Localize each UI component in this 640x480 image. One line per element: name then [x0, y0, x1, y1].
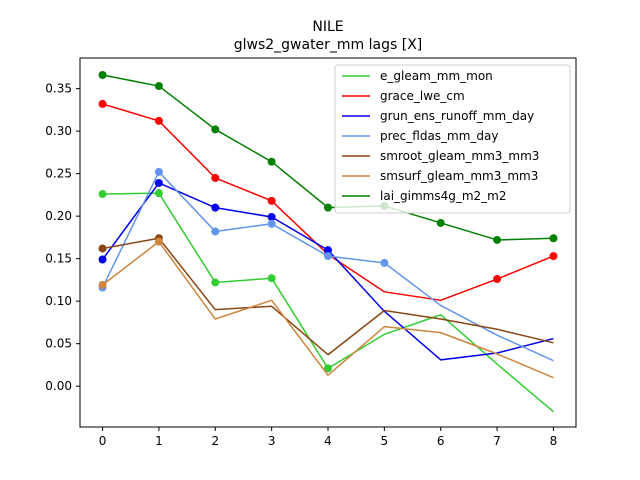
data-point-lai_gimms4g_m2_m2	[267, 157, 276, 166]
y-tick-label: 0.30	[45, 124, 72, 138]
legend-label: prec_fldas_mm_day	[380, 129, 499, 143]
data-point-smroot_gleam_mm3_mm3	[98, 244, 107, 253]
y-tick-label: 0.25	[45, 167, 72, 181]
legend-label: grun_ens_runoff_mm_day	[380, 109, 534, 123]
x-tick-label: 1	[155, 434, 163, 448]
data-point-smsurf_gleam_mm3_mm3	[154, 237, 163, 246]
data-point-lai_gimms4g_m2_m2	[436, 218, 445, 227]
legend-label: e_gleam_mm_mon	[380, 69, 493, 83]
legend-label: lai_gimms4g_m2_m2	[380, 189, 507, 203]
data-point-e_gleam_mm_mon	[154, 189, 163, 198]
data-point-prec_fldas_mm_day	[380, 258, 389, 267]
data-point-e_gleam_mm_mon	[98, 190, 107, 199]
series-line-smroot_gleam_mm3_mm3	[102, 237, 554, 356]
series-line-smsurf_gleam_mm3_mm3	[102, 240, 554, 379]
x-axis: 0 1 2 3 4 5 6 7 8	[99, 427, 558, 448]
plot-area	[98, 71, 558, 413]
data-point-grun_ens_runoff_mm_day	[267, 212, 276, 221]
y-tick-label: 0.35	[45, 82, 72, 96]
series-line-e_gleam_mm_mon	[102, 192, 554, 413]
data-point-lai_gimms4g_m2_m2	[211, 125, 220, 134]
legend-label: grace_lwe_cm	[380, 89, 465, 103]
x-tick-label: 4	[324, 434, 332, 448]
data-point-grace_lwe_cm	[98, 99, 107, 108]
data-point-prec_fldas_mm_day	[154, 167, 163, 176]
legend-box	[334, 64, 571, 214]
data-point-e_gleam_mm_mon	[211, 278, 220, 287]
data-point-grun_ens_runoff_mm_day	[98, 255, 107, 264]
legend-label: smsurf_gleam_mm3_mm3	[380, 169, 538, 183]
data-point-grace_lwe_cm	[267, 196, 276, 205]
x-tick-label: 7	[493, 434, 501, 448]
x-tick-label: 3	[268, 434, 276, 448]
data-point-e_gleam_mm_mon	[267, 274, 276, 283]
data-point-grace_lwe_cm	[154, 116, 163, 125]
x-tick-label: 0	[99, 434, 107, 448]
data-point-lai_gimms4g_m2_m2	[98, 71, 107, 80]
data-point-lai_gimms4g_m2_m2	[154, 82, 163, 91]
data-point-smsurf_gleam_mm3_mm3	[98, 281, 107, 290]
chart-subtitle: glws2_gwater_mm lags [X]	[234, 37, 423, 53]
y-tick-label: 0.10	[45, 294, 72, 308]
data-point-grun_ens_runoff_mm_day	[211, 203, 220, 212]
data-point-prec_fldas_mm_day	[324, 252, 332, 261]
data-point-grace_lwe_cm	[211, 173, 220, 182]
data-point-grun_ens_runoff_mm_day	[154, 178, 163, 187]
data-point-lai_gimms4g_m2_m2	[549, 234, 558, 243]
legend-label: smroot_gleam_mm3_mm3	[380, 149, 539, 163]
y-tick-label: 0.05	[45, 337, 72, 351]
data-point-lai_gimms4g_m2_m2	[493, 235, 502, 244]
x-tick-label: 5	[381, 434, 389, 448]
x-tick-label: 2	[211, 434, 219, 448]
data-point-lai_gimms4g_m2_m2	[324, 203, 332, 212]
y-tick-label: 0.15	[45, 252, 72, 266]
y-tick-label: 0.00	[45, 379, 72, 393]
x-tick-label: 8	[550, 434, 558, 448]
legend: e_gleam_mm_mon grace_lwe_cm grun_ens_runof…	[334, 64, 571, 214]
data-point-grace_lwe_cm	[493, 275, 502, 284]
data-point-grace_lwe_cm	[549, 252, 558, 261]
data-point-prec_fldas_mm_day	[267, 219, 276, 228]
y-tick-label: 0.20	[45, 209, 72, 223]
y-axis: 0.00 0.05 0.10 0.15 0.20 0.25 0.30 0.35	[45, 82, 80, 393]
data-point-grun_ens_runoff_mm_day	[324, 246, 332, 255]
chart-title: NILE	[312, 19, 343, 35]
data-point-prec_fldas_mm_day	[211, 227, 220, 236]
data-point-e_gleam_mm_mon	[324, 364, 332, 373]
x-tick-label: 6	[437, 434, 445, 448]
